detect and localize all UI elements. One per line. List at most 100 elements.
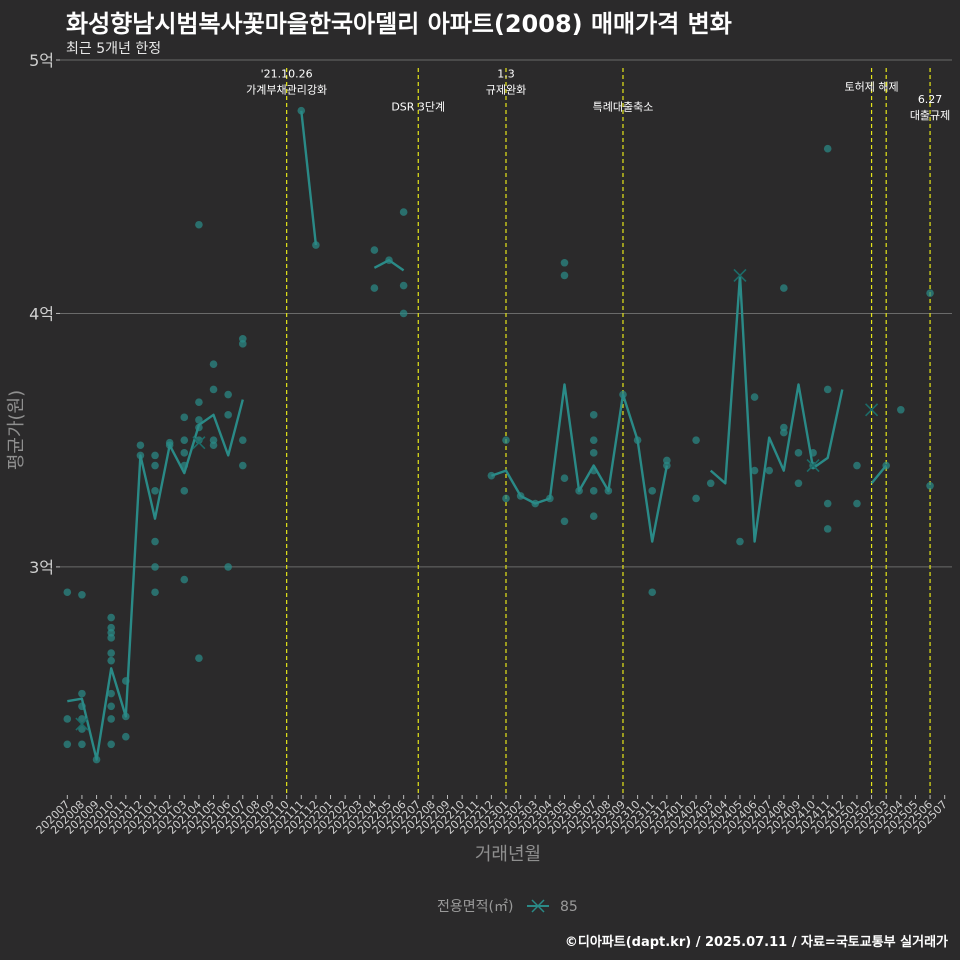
data-point [823,499,832,508]
data-point [78,715,86,723]
data-point [823,144,832,153]
legend-cross-key [531,899,545,913]
data-point [63,588,72,597]
data-point [209,441,218,450]
data-point [107,702,115,711]
data-point [589,411,598,419]
policy-annotation: 특례대출축소 [593,101,654,114]
policy-annotation: 가계부채관리강화 [246,84,327,97]
data-point [560,258,569,267]
cross-marker [865,403,879,417]
data-point [502,494,510,503]
data-point [63,740,72,749]
data-point [209,360,218,368]
data-point [151,487,159,495]
data-point [926,481,934,490]
legend-title: 전용면적(㎡) [437,899,513,915]
data-point [224,411,232,419]
data-point [78,590,86,599]
data-point [399,208,408,216]
data-point [122,732,130,741]
data-point [195,398,203,406]
data-point [78,725,86,733]
data-point [224,390,232,399]
data-point [151,563,159,571]
data-point [648,588,657,597]
series-line-85 [709,274,844,543]
policy-annotation: 대출규제 [910,109,950,122]
data-point [107,634,115,642]
cross-marker [806,458,820,473]
data-point [78,740,86,749]
data-point [107,715,115,723]
cross-marker [733,268,747,282]
data-point [750,466,759,475]
data-point [765,466,774,475]
data-point [692,436,700,444]
data-point [107,689,115,698]
policy-annotation: DSR 3단계 [391,101,445,114]
data-point [823,525,832,533]
policy-annotation: 1.3 [497,68,515,81]
data-point [151,461,159,470]
policy-annotation: 규제완화 [486,84,526,97]
data-point [180,413,189,422]
policy-annotation: '21.10.26 [261,68,313,81]
series-line-85 [67,399,244,761]
data-point [780,284,788,292]
series-layer [63,106,934,764]
data-point [107,613,115,622]
data-point [151,451,159,460]
data-point [589,512,598,521]
data-point [897,405,905,414]
data-point [63,715,72,723]
data-point [560,271,569,280]
data-point [195,436,203,444]
series-line-85 [300,110,318,246]
data-point [238,461,247,470]
data-point [180,449,189,457]
data-point [209,385,218,394]
data-point [706,479,715,488]
data-point [648,487,657,495]
data-point [853,461,861,470]
axis-layer: 3억4억5억2020072020082020092020102020112020… [29,51,950,837]
data-point [180,436,189,444]
data-point [107,649,115,657]
data-point [780,428,788,437]
data-point [151,537,159,546]
data-point [589,449,598,457]
data-point [238,436,247,444]
y-tick-label: 4억 [29,304,54,323]
data-point [312,241,320,249]
data-point [195,220,203,229]
data-point [180,575,189,584]
data-point [399,309,408,318]
data-point [589,487,598,495]
y-tick-label: 5억 [29,51,54,70]
data-point [78,689,86,698]
data-point [107,656,115,665]
data-point [136,441,145,450]
data-point [589,436,598,444]
y-axis-title: 평균가(원) [6,390,27,470]
data-point [151,588,159,597]
data-point [370,246,379,254]
data-point [853,499,861,508]
data-point [195,416,203,424]
data-point [107,740,115,749]
data-point [370,284,379,292]
data-point [195,654,203,662]
cross-marker [75,717,89,731]
data-point [823,385,832,394]
data-point [794,479,803,488]
data-point [560,474,569,482]
series-line-85 [491,383,669,543]
data-point [224,563,232,571]
data-point [502,436,510,444]
data-point [560,517,569,526]
chart-subtitle: 최근 5개년 한정 [66,41,162,57]
data-point [736,537,744,546]
